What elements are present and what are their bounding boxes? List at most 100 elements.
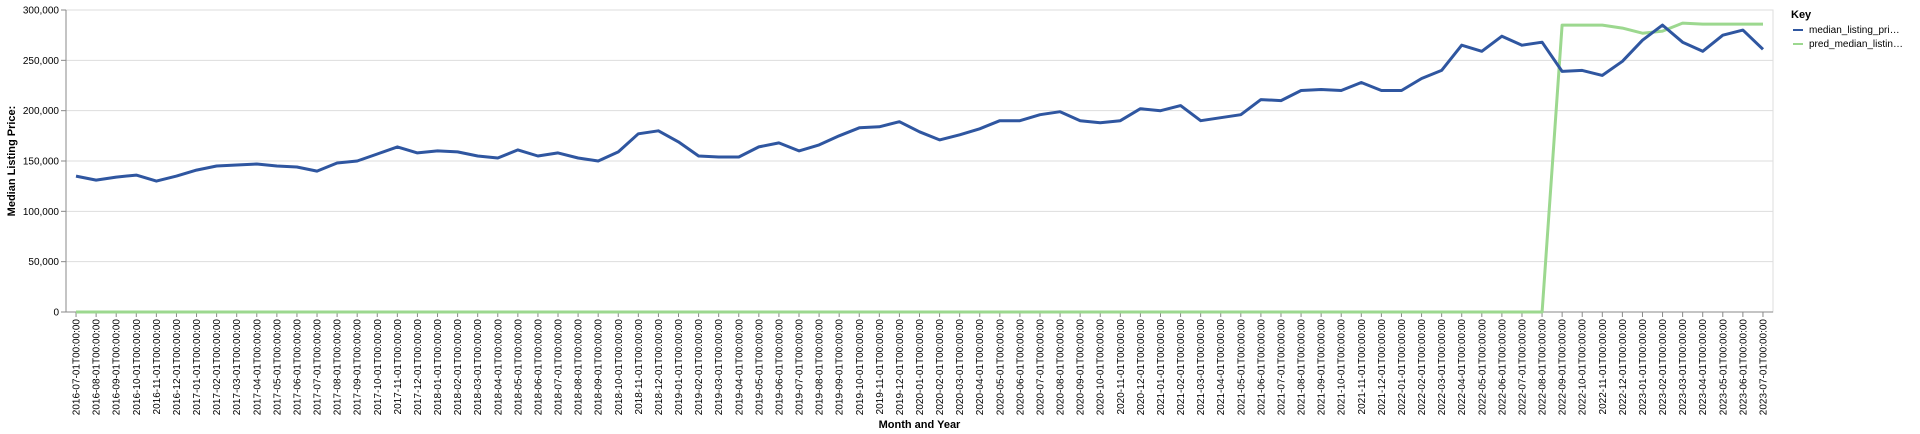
- x-tick-label: 2018-02-01T00:00:00: [453, 319, 464, 416]
- x-tick-label: 2021-05-01T00:00:00: [1236, 319, 1247, 416]
- x-axis-title: Month and Year: [879, 419, 961, 431]
- x-tick-label: 2018-08-01T00:00:00: [574, 319, 585, 416]
- x-tick-label: 2017-07-01T00:00:00: [313, 319, 324, 416]
- x-tick-label: 2020-09-01T00:00:00: [1076, 319, 1087, 416]
- legend-title: Key: [1791, 9, 1812, 21]
- x-tick-label: 2017-12-01T00:00:00: [413, 319, 424, 416]
- x-tick-label: 2023-03-01T00:00:00: [1678, 319, 1689, 416]
- x-tick-label: 2022-10-01T00:00:00: [1578, 319, 1589, 416]
- legend-label-1: pred_median_listin…: [1809, 39, 1903, 50]
- y-tick-label: 300,000: [23, 6, 60, 17]
- x-tick-label: 2018-05-01T00:00:00: [513, 319, 524, 416]
- x-tick-label: 2017-08-01T00:00:00: [333, 319, 344, 416]
- x-tick-label: 2021-10-01T00:00:00: [1337, 319, 1348, 416]
- x-tick-label: 2022-11-01T00:00:00: [1598, 319, 1609, 415]
- x-tick-label: 2021-01-01T00:00:00: [1156, 319, 1167, 416]
- x-tick-label: 2021-09-01T00:00:00: [1317, 319, 1328, 416]
- y-tick-label: 100,000: [23, 207, 60, 218]
- x-tick-label: 2016-10-01T00:00:00: [132, 319, 143, 416]
- x-tick-label: 2020-06-01T00:00:00: [1015, 319, 1026, 416]
- x-tick-label: 2016-08-01T00:00:00: [92, 319, 103, 416]
- x-tick-label: 2020-01-01T00:00:00: [915, 319, 926, 416]
- x-axis: 2016-07-01T00:00:00 2016-08-01T00:00:00 20…: [66, 311, 1773, 416]
- x-tick-label: 2017-04-01T00:00:00: [252, 319, 263, 416]
- x-tick-label: 2023-07-01T00:00:00: [1758, 319, 1769, 416]
- y-tick-label: 50,000: [28, 257, 59, 268]
- x-tick-label: 2016-09-01T00:00:00: [112, 319, 123, 416]
- x-tick-label: 2019-02-01T00:00:00: [694, 319, 705, 416]
- x-tick-label: 2021-03-01T00:00:00: [1196, 319, 1207, 416]
- x-tick-label: 2019-06-01T00:00:00: [774, 319, 785, 416]
- y-tick-label: 200,000: [23, 106, 60, 117]
- x-tick-label: 2022-03-01T00:00:00: [1437, 319, 1448, 416]
- gridlines: [65, 9, 1774, 313]
- x-tick-label: 2022-12-01T00:00:00: [1618, 319, 1629, 416]
- x-tick-label: 2017-06-01T00:00:00: [292, 319, 303, 416]
- x-tick-label: 2019-01-01T00:00:00: [674, 319, 685, 416]
- x-tick-label: 2020-02-01T00:00:00: [935, 319, 946, 416]
- x-tick-label: 2018-03-01T00:00:00: [473, 319, 484, 416]
- x-tick-label: 2021-04-01T00:00:00: [1216, 319, 1227, 416]
- x-tick-label: 2019-12-01T00:00:00: [895, 319, 906, 416]
- x-tick-label: 2018-10-01T00:00:00: [614, 319, 625, 416]
- x-tick-label: 2021-02-01T00:00:00: [1176, 319, 1187, 416]
- x-tick-label: 2018-04-01T00:00:00: [493, 319, 504, 416]
- y-axis-title: Median Listing Price:: [6, 106, 18, 217]
- x-tick-label: 2020-03-01T00:00:00: [955, 319, 966, 416]
- x-tick-label: 2022-02-01T00:00:00: [1417, 319, 1428, 416]
- x-tick-label: 2018-11-01T00:00:00: [634, 319, 645, 415]
- x-tick-label: 2019-09-01T00:00:00: [835, 319, 846, 416]
- x-tick-label: 2018-09-01T00:00:00: [594, 319, 605, 416]
- x-tick-label: 2017-01-01T00:00:00: [192, 319, 203, 416]
- x-tick-label: 2021-11-01T00:00:00: [1357, 319, 1368, 415]
- x-tick-label: 2020-07-01T00:00:00: [1035, 319, 1046, 416]
- legend: Key median_listing_pri… pred_median_listi…: [1791, 9, 1903, 50]
- x-tick-label: 2017-02-01T00:00:00: [212, 319, 223, 416]
- x-tick-label: 2018-01-01T00:00:00: [433, 319, 444, 416]
- x-tick-label: 2023-02-01T00:00:00: [1658, 319, 1669, 416]
- x-tick-label: 2022-08-01T00:00:00: [1538, 319, 1549, 416]
- x-tick-label: 2022-07-01T00:00:00: [1517, 319, 1528, 416]
- x-tick-label: 2021-08-01T00:00:00: [1297, 319, 1308, 416]
- y-tick-label: 250,000: [23, 56, 60, 67]
- series-line-1: [76, 21, 1763, 314]
- plot-area: [75, 21, 1765, 314]
- x-tick-label: 2022-09-01T00:00:00: [1558, 319, 1569, 416]
- x-tick-label: 2019-04-01T00:00:00: [734, 319, 745, 416]
- x-tick-label: 2019-10-01T00:00:00: [855, 319, 866, 416]
- x-tick-label: 2019-08-01T00:00:00: [815, 319, 826, 416]
- x-tick-label: 2019-07-01T00:00:00: [795, 319, 806, 416]
- x-tick-label: 2018-12-01T00:00:00: [654, 319, 665, 416]
- x-tick-label: 2023-01-01T00:00:00: [1638, 319, 1649, 416]
- x-tick-label: 2016-12-01T00:00:00: [172, 319, 183, 416]
- series-line-0: [75, 23, 1765, 183]
- x-tick-label: 2019-05-01T00:00:00: [754, 319, 765, 416]
- x-tick-label: 2020-04-01T00:00:00: [975, 319, 986, 416]
- x-tick-label: 2022-06-01T00:00:00: [1497, 319, 1508, 416]
- x-tick-label: 2022-04-01T00:00:00: [1457, 319, 1468, 416]
- x-tick-label: 2023-05-01T00:00:00: [1718, 319, 1729, 416]
- x-tick-label: 2020-12-01T00:00:00: [1136, 319, 1147, 416]
- x-tick-label: 2023-04-01T00:00:00: [1698, 319, 1709, 416]
- x-tick-label: 2020-11-01T00:00:00: [1116, 319, 1127, 415]
- x-tick-label: 2020-05-01T00:00:00: [995, 319, 1006, 416]
- x-tick-label: 2016-11-01T00:00:00: [152, 319, 163, 415]
- x-tick-label: 2017-11-01T00:00:00: [393, 319, 404, 415]
- x-tick-label: 2016-07-01T00:00:00: [72, 319, 83, 416]
- legend-label-0: median_listing_pri…: [1809, 25, 1900, 36]
- x-tick-label: 2021-06-01T00:00:00: [1256, 319, 1267, 416]
- x-tick-label: 2018-07-01T00:00:00: [554, 319, 565, 416]
- x-tick-label: 2017-09-01T00:00:00: [353, 319, 364, 416]
- y-axis: 0 50,000 100,000 150,000 200,000 250,000 300,0…: [23, 6, 67, 319]
- x-tick-label: 2017-05-01T00:00:00: [272, 319, 283, 416]
- x-tick-label: 2022-05-01T00:00:00: [1477, 319, 1488, 416]
- x-tick-label: 2021-07-01T00:00:00: [1276, 319, 1287, 416]
- y-tick-label: 0: [53, 308, 59, 319]
- x-tick-label: 2021-12-01T00:00:00: [1377, 319, 1388, 416]
- y-tick-label: 150,000: [23, 157, 60, 168]
- x-tick-label: 2019-11-01T00:00:00: [875, 319, 886, 415]
- x-tick-label: 2020-10-01T00:00:00: [1096, 319, 1107, 416]
- x-tick-label: 2020-08-01T00:00:00: [1056, 319, 1067, 416]
- x-tick-label: 2018-06-01T00:00:00: [533, 319, 544, 416]
